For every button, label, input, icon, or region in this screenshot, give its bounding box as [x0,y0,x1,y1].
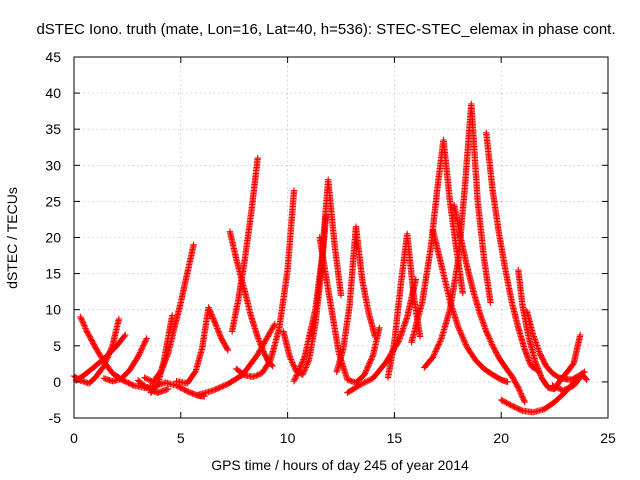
y-tick-label: 20 [45,230,61,246]
chart-title: dSTEC Iono. truth (mate, Lon=16, Lat=40,… [36,21,615,38]
data-series [147,312,176,396]
data-series [333,223,379,375]
data-series [226,228,276,370]
x-axis-label: GPS time / hours of day 245 of year 2014 [211,457,469,473]
data-point-markers [173,304,231,387]
data-point-markers [316,234,383,386]
data-point-markers [451,201,528,406]
data-series [451,201,528,406]
y-tick-label: 15 [45,266,61,282]
x-tick-label: 0 [70,430,78,446]
data-point-markers [72,331,129,384]
data-series [515,266,584,393]
y-tick-label: -5 [49,410,62,426]
data-series [344,276,419,396]
data-point-markers [100,335,150,385]
y-tick-label: 30 [45,157,61,173]
data-series [498,377,580,416]
data-point-markers [228,154,261,335]
data-series [384,230,424,381]
data-point-markers [483,129,541,374]
data-point-markers [333,223,379,375]
x-tick-label: 15 [387,430,403,446]
data-series [173,304,231,387]
y-tick-label: 0 [53,374,61,390]
data-point-markers [233,187,298,380]
x-tick-label: 25 [600,430,616,446]
x-tick-label: 5 [177,430,185,446]
data-series [228,154,261,335]
data-series [141,241,197,386]
data-point-markers [384,230,424,381]
y-tick-label: 45 [45,49,61,65]
data-series [316,234,383,386]
data-series [421,100,494,371]
data-point-markers [226,228,276,370]
data-point-markers [515,266,584,393]
y-tick-label: 25 [45,193,61,209]
data-series [233,187,298,380]
data-points [70,100,590,416]
axes: 0 5 10 15 20 25 -5 0 5 10 15 20 25 30 35 40 45 [45,49,616,446]
y-tick-label: 40 [45,85,61,101]
data-point-markers [498,377,580,416]
data-point-markers [421,100,494,371]
data-point-markers [147,312,176,396]
x-tick-label: 20 [493,430,509,446]
data-series [549,371,590,394]
data-series [100,335,150,385]
data-point-markers [141,241,197,386]
data-series [523,307,588,383]
data-point-markers [344,276,419,396]
data-point-markers [549,371,590,394]
x-tick-label: 10 [280,430,296,446]
y-tick-label: 10 [45,302,61,318]
data-point-markers [523,307,588,383]
y-tick-label: 5 [53,338,61,354]
data-series [72,331,129,384]
data-series [483,129,541,374]
y-tick-label: 35 [45,121,61,137]
y-axis-label: dSTEC / TECUs [4,187,20,289]
